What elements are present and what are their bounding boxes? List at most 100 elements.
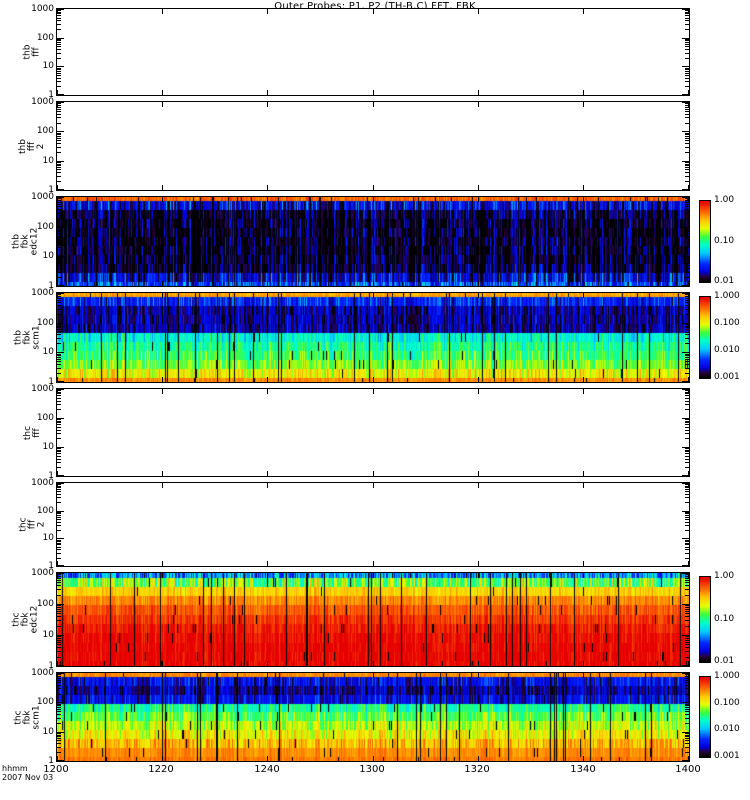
y-tick-minor <box>685 644 689 645</box>
x-tick <box>688 185 689 190</box>
x-tick <box>57 197 58 202</box>
y-tick-minor <box>57 338 61 339</box>
y-tick-minor <box>685 513 689 514</box>
y-tick-major <box>682 475 689 476</box>
y-tick-minor <box>685 735 689 736</box>
y-tick-minor <box>685 40 689 41</box>
y-tick-minor <box>685 393 689 394</box>
x-tick <box>267 102 268 107</box>
y-tick-minor <box>685 176 689 177</box>
x-tick <box>583 377 584 382</box>
y-tick-minor <box>57 427 61 428</box>
x-tick <box>688 471 689 476</box>
y-tick-minor <box>57 109 61 110</box>
y-tick-minor <box>685 525 689 526</box>
y-tick-minor <box>685 326 689 327</box>
y-tick-minor <box>685 81 689 82</box>
y-tick-label: 1000 <box>31 478 54 488</box>
y-tick-minor <box>685 714 689 715</box>
y-tick-minor <box>685 657 689 658</box>
y-tick-minor <box>57 58 61 59</box>
y-tick-minor <box>685 718 689 719</box>
panel-thc-fbk-scm1[interactable] <box>56 672 690 762</box>
y-axis-tick-labels-thb-fff: 1000 100 10 1 <box>12 5 54 100</box>
y-tick-minor <box>685 502 689 503</box>
y-tick-major <box>57 665 64 666</box>
panel-thb-fff2[interactable] <box>56 101 690 191</box>
y-tick-minor <box>57 398 61 399</box>
panel-thb-fbk-edc12[interactable] <box>56 196 690 287</box>
y-tick-minor <box>57 368 61 369</box>
y-tick-major <box>682 293 689 294</box>
spectrogram-thb-fbk-edc12 <box>57 197 689 286</box>
x-tick-label: 1200 <box>43 764 69 775</box>
y-tick-minor <box>685 494 689 495</box>
y-tick-minor <box>57 305 61 306</box>
y-tick-minor <box>685 198 689 199</box>
y-tick-minor <box>57 738 61 739</box>
panel-thc-fff[interactable] <box>56 388 690 477</box>
plot-area-thb-fbk-scm1 <box>57 293 689 382</box>
y-tick-minor <box>685 580 689 581</box>
x-tick <box>688 673 689 678</box>
colorbar-tick-label: 1.000 <box>714 671 740 681</box>
y-tick-major <box>682 732 689 733</box>
x-tick <box>57 471 58 476</box>
x-tick <box>373 293 374 298</box>
y-tick-minor <box>57 638 61 639</box>
y-tick-minor <box>685 456 689 457</box>
colorbar-tick-labels-cbar-mvm-2: 1.00 0.10 0.01 <box>714 572 750 666</box>
panel-thb-fbk-scm1[interactable] <box>56 292 690 383</box>
y-tick-major <box>57 483 64 484</box>
y-axis-tick-labels-thb-fbk-scm1: 1000 100 10 1 <box>12 289 54 387</box>
y-tick-minor <box>57 718 61 719</box>
y-tick-minor <box>685 305 689 306</box>
x-tick <box>478 185 479 190</box>
y-tick-minor <box>57 261 61 262</box>
y-tick-minor <box>57 395 61 396</box>
y-tick-minor <box>685 611 689 612</box>
y-tick-minor <box>685 609 689 610</box>
y-tick-minor <box>685 395 689 396</box>
y-tick-minor <box>685 15 689 16</box>
y-tick-major <box>57 131 64 132</box>
x-tick <box>57 102 58 107</box>
colorbar-tick-label: 0.001 <box>714 751 740 761</box>
y-tick-minor <box>685 24 689 25</box>
y-tick-minor <box>685 181 689 182</box>
y-tick-minor <box>685 705 689 706</box>
y-tick-minor <box>685 238 689 239</box>
x-tick <box>57 756 58 761</box>
y-tick-minor <box>685 409 689 410</box>
y-tick-minor <box>57 613 61 614</box>
y-tick-label: 1 <box>48 756 54 766</box>
y-tick-minor <box>685 204 689 205</box>
y-tick-minor <box>685 147 689 148</box>
x-tick <box>57 9 58 14</box>
colorbar-tick-label: 1.00 <box>714 571 735 581</box>
panel-thc-fbk-edc12[interactable] <box>56 572 690 667</box>
x-tick <box>162 281 163 286</box>
y-tick-minor <box>57 165 61 166</box>
y-tick-minor <box>57 430 61 431</box>
y-tick-minor <box>57 711 61 712</box>
y-tick-minor <box>685 486 689 487</box>
y-tick-minor <box>57 752 61 753</box>
y-tick-label: 1 <box>48 185 54 195</box>
panel-thc-fff2[interactable] <box>56 482 690 567</box>
y-tick-minor <box>685 111 689 112</box>
y-tick-major <box>682 447 689 448</box>
y-tick-minor <box>57 438 61 439</box>
y-tick-minor <box>685 453 689 454</box>
y-tick-minor <box>685 213 689 214</box>
y-tick-minor <box>685 107 689 108</box>
y-tick-minor <box>57 453 61 454</box>
y-tick-minor <box>685 743 689 744</box>
x-tick <box>373 102 374 107</box>
x-tick <box>162 661 163 666</box>
y-tick-label: 1000 <box>31 192 54 202</box>
x-tick <box>583 673 584 678</box>
x-tick <box>583 561 584 566</box>
panel-thb-fff[interactable] <box>56 8 690 96</box>
y-tick-minor <box>57 530 61 531</box>
